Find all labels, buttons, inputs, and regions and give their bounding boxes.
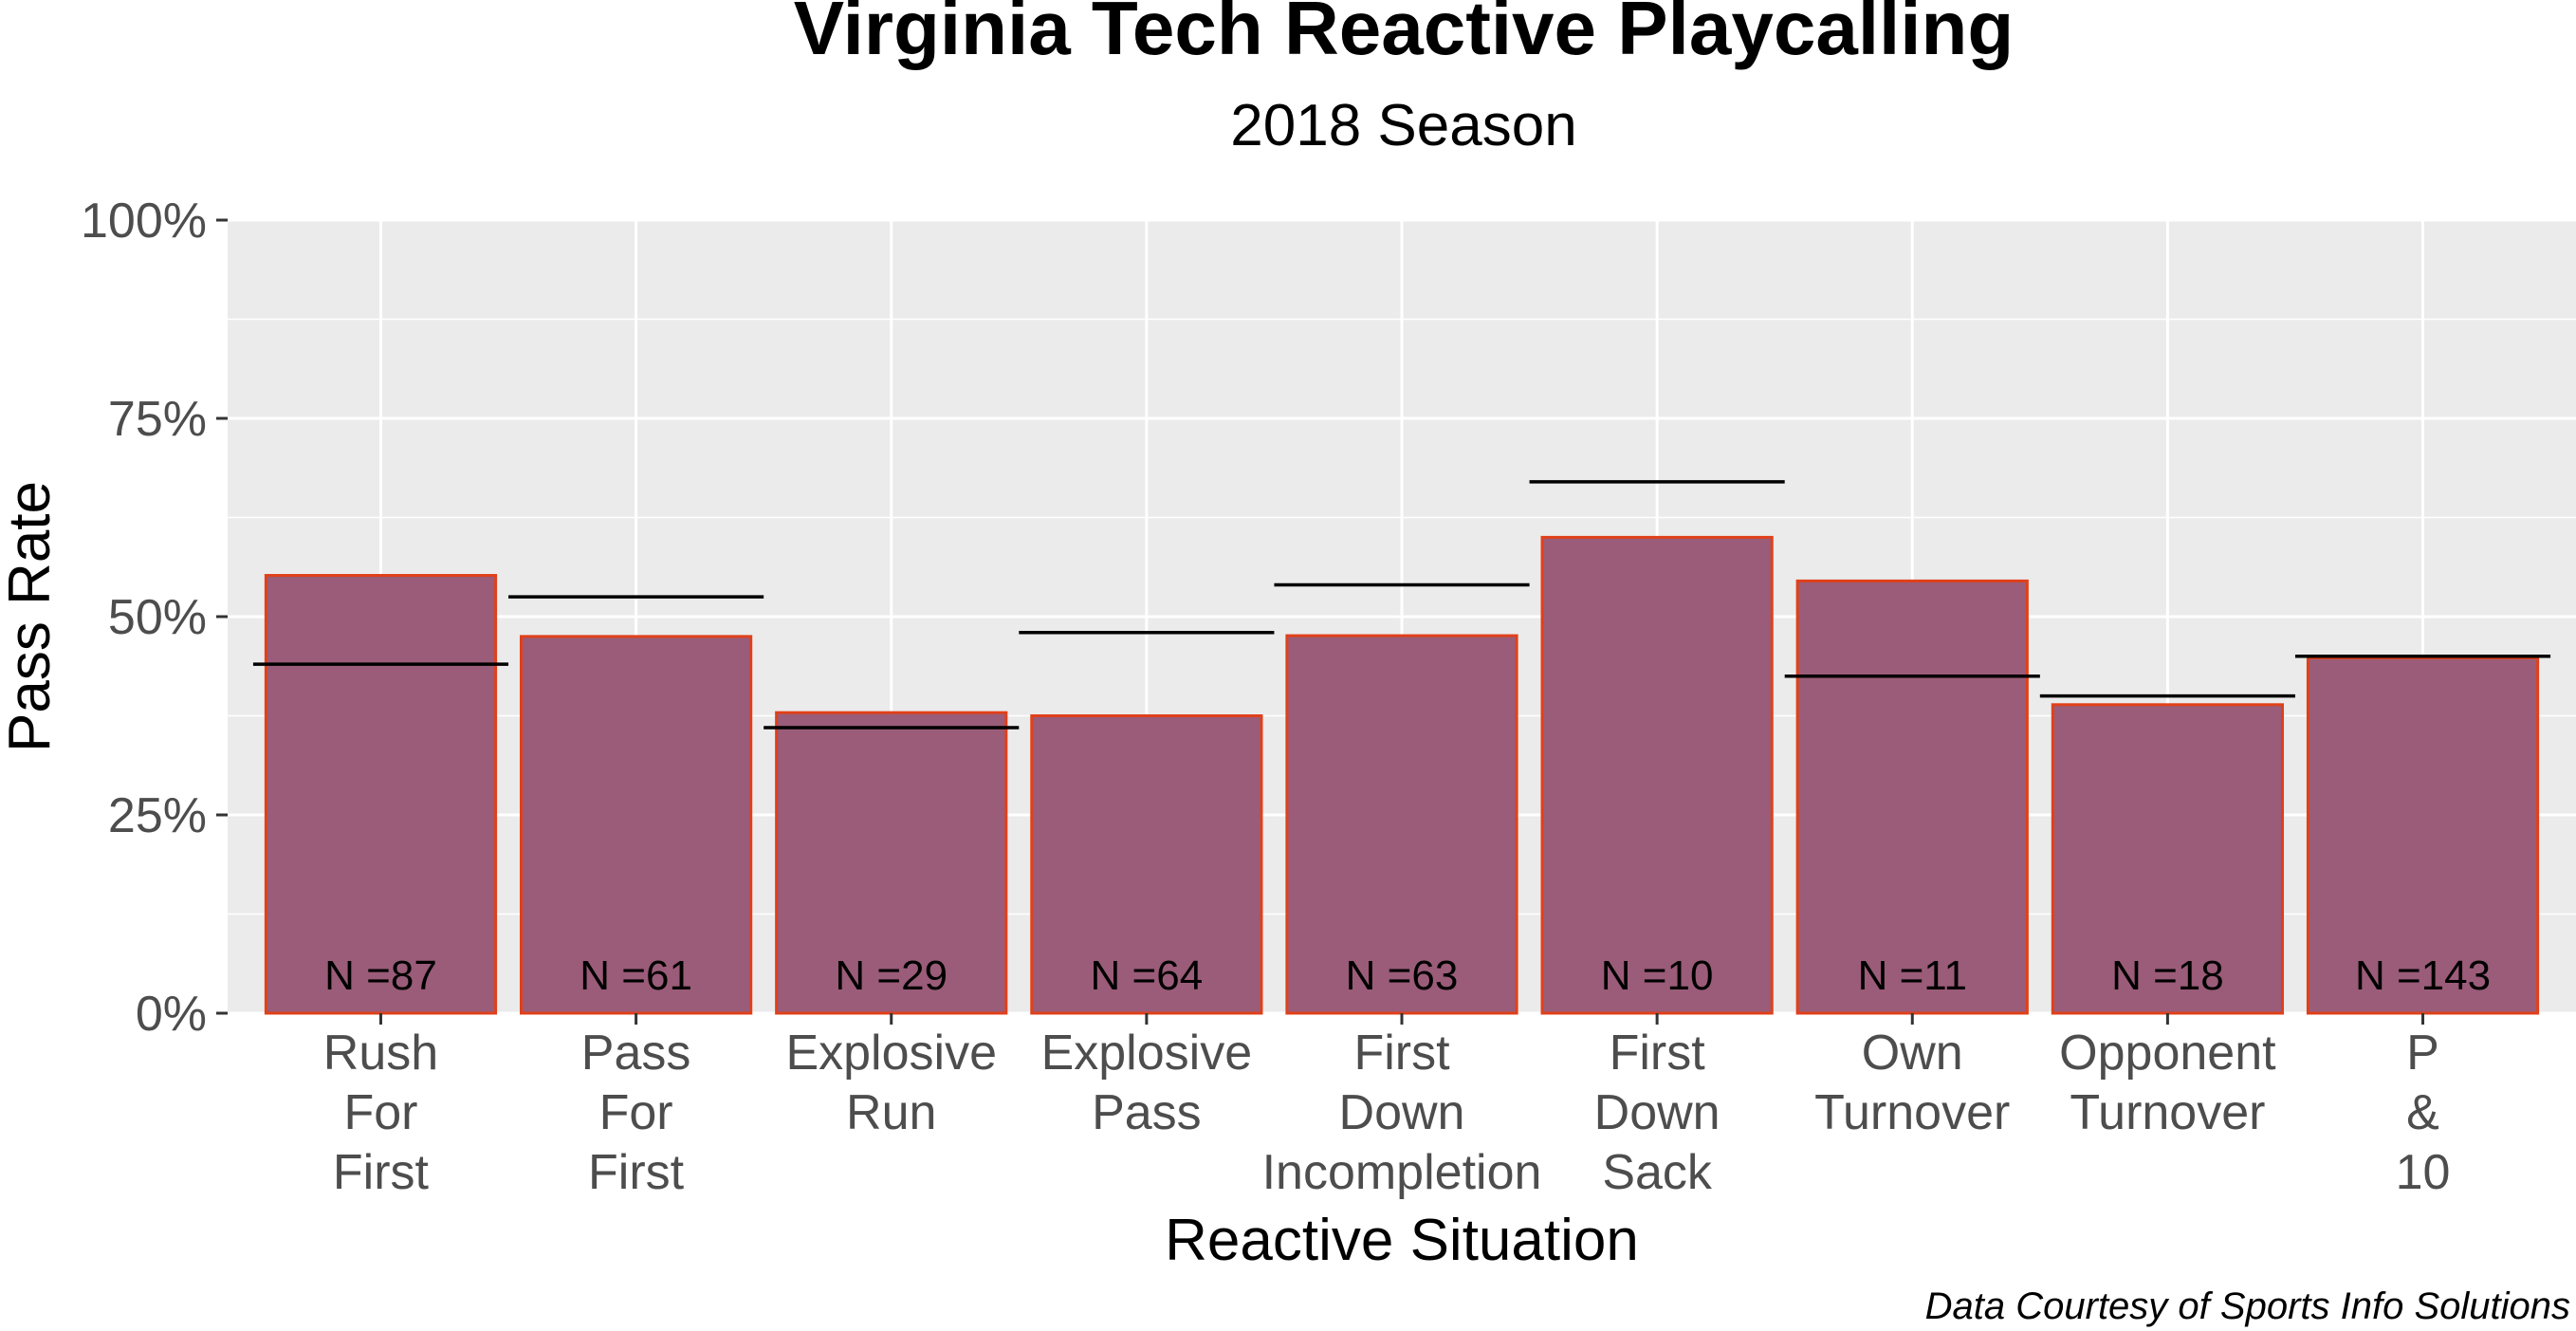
x-tick-label: Explosive Pass [1041, 1026, 1253, 1140]
reference-lines [252, 480, 2551, 730]
bar [2306, 656, 2540, 1015]
y-tick-label: 25% [108, 788, 207, 843]
x-tick-label: Rush For First [323, 1026, 438, 1200]
x-tick-label-line: Down [1339, 1085, 1465, 1140]
y-axis: 0% 25% 50% 75% 100% [81, 194, 228, 1042]
x-tick-label: P & 10 [2396, 1026, 2451, 1200]
x-tick-label-line: Own [1862, 1026, 1963, 1081]
chart-title: Virginia Tech Reactive Playcalling [794, 0, 2014, 70]
sample-size-label: N =11 [1858, 952, 1967, 999]
x-tick-label: Pass For First [581, 1026, 691, 1200]
x-tick-label: Explosive Run [785, 1026, 997, 1140]
bar [1030, 714, 1263, 1015]
x-tick-label-line: Rush [323, 1026, 438, 1081]
bar [520, 635, 753, 1015]
y-tick-label: 100% [81, 194, 207, 249]
sample-size-label: N =29 [835, 952, 948, 999]
y-axis-title: Pass Rate [0, 481, 63, 752]
x-tick-label-line: First [333, 1145, 430, 1200]
y-tick-label: 75% [108, 392, 207, 447]
bar [1540, 535, 1774, 1015]
x-tick-label-line: 10 [2396, 1145, 2451, 1200]
sample-size-label: N =18 [2111, 952, 2224, 999]
bar [1795, 579, 2029, 1015]
x-tick-label-line: First [1610, 1026, 1706, 1081]
x-tick-label-line: Turnover [2070, 1085, 2265, 1140]
x-tick-label-line: Sack [1602, 1145, 1713, 1200]
y-tick-label: 50% [108, 590, 207, 645]
source-caption: Data Courtesy of Sports Info Solutions [1925, 1285, 2570, 1327]
x-tick-label-line: P [2406, 1026, 2439, 1081]
x-tick-label-line: & [2406, 1085, 2439, 1140]
bar [775, 711, 1008, 1015]
sample-size-label: N =63 [1346, 952, 1459, 999]
x-tick-label-line: First [588, 1145, 685, 1200]
x-tick-label: First Down Incompletion [1262, 1026, 1542, 1200]
x-tick-label-line: For [599, 1085, 673, 1140]
x-tick-label-line: First [1353, 1026, 1450, 1081]
chart-subtitle: 2018 Season [1230, 93, 1576, 158]
x-tick-label-line: For [343, 1085, 417, 1140]
bar [1285, 634, 1518, 1015]
bar [264, 574, 498, 1015]
y-tick-label: 0% [136, 987, 207, 1042]
x-tick-label-line: Down [1594, 1085, 1720, 1140]
x-tick-label: Opponent Turnover [2059, 1026, 2276, 1140]
x-tick-label-line: Explosive [1041, 1026, 1253, 1081]
sample-size-labels: N =87 N =61 N =29 N =64 N =63 N =10 N =11 N =18… [324, 952, 2491, 999]
sample-size-label: N =10 [1601, 952, 1714, 999]
x-tick-label-line: Incompletion [1262, 1145, 1542, 1200]
x-tick-label: First Down Sack [1594, 1026, 1720, 1200]
sample-size-label: N =64 [1091, 952, 1204, 999]
x-tick-label-line: Opponent [2059, 1026, 2276, 1081]
x-tick-label: Own Turnover [1814, 1026, 2010, 1140]
x-tick-label-line: Pass [581, 1026, 691, 1081]
x-axis-title: Reactive Situation [1165, 1208, 1639, 1273]
x-tick-label-line: Run [846, 1085, 936, 1140]
x-tick-label-line: Pass [1092, 1085, 1202, 1140]
x-tick-label-line: Explosive [785, 1026, 997, 1081]
x-tick-label-line: Turnover [1814, 1085, 2010, 1140]
sample-size-label: N =143 [2355, 952, 2491, 999]
bars [264, 535, 2540, 1015]
sample-size-label: N =87 [324, 952, 437, 999]
sample-size-label: N =61 [580, 952, 692, 999]
bar [2051, 703, 2285, 1015]
